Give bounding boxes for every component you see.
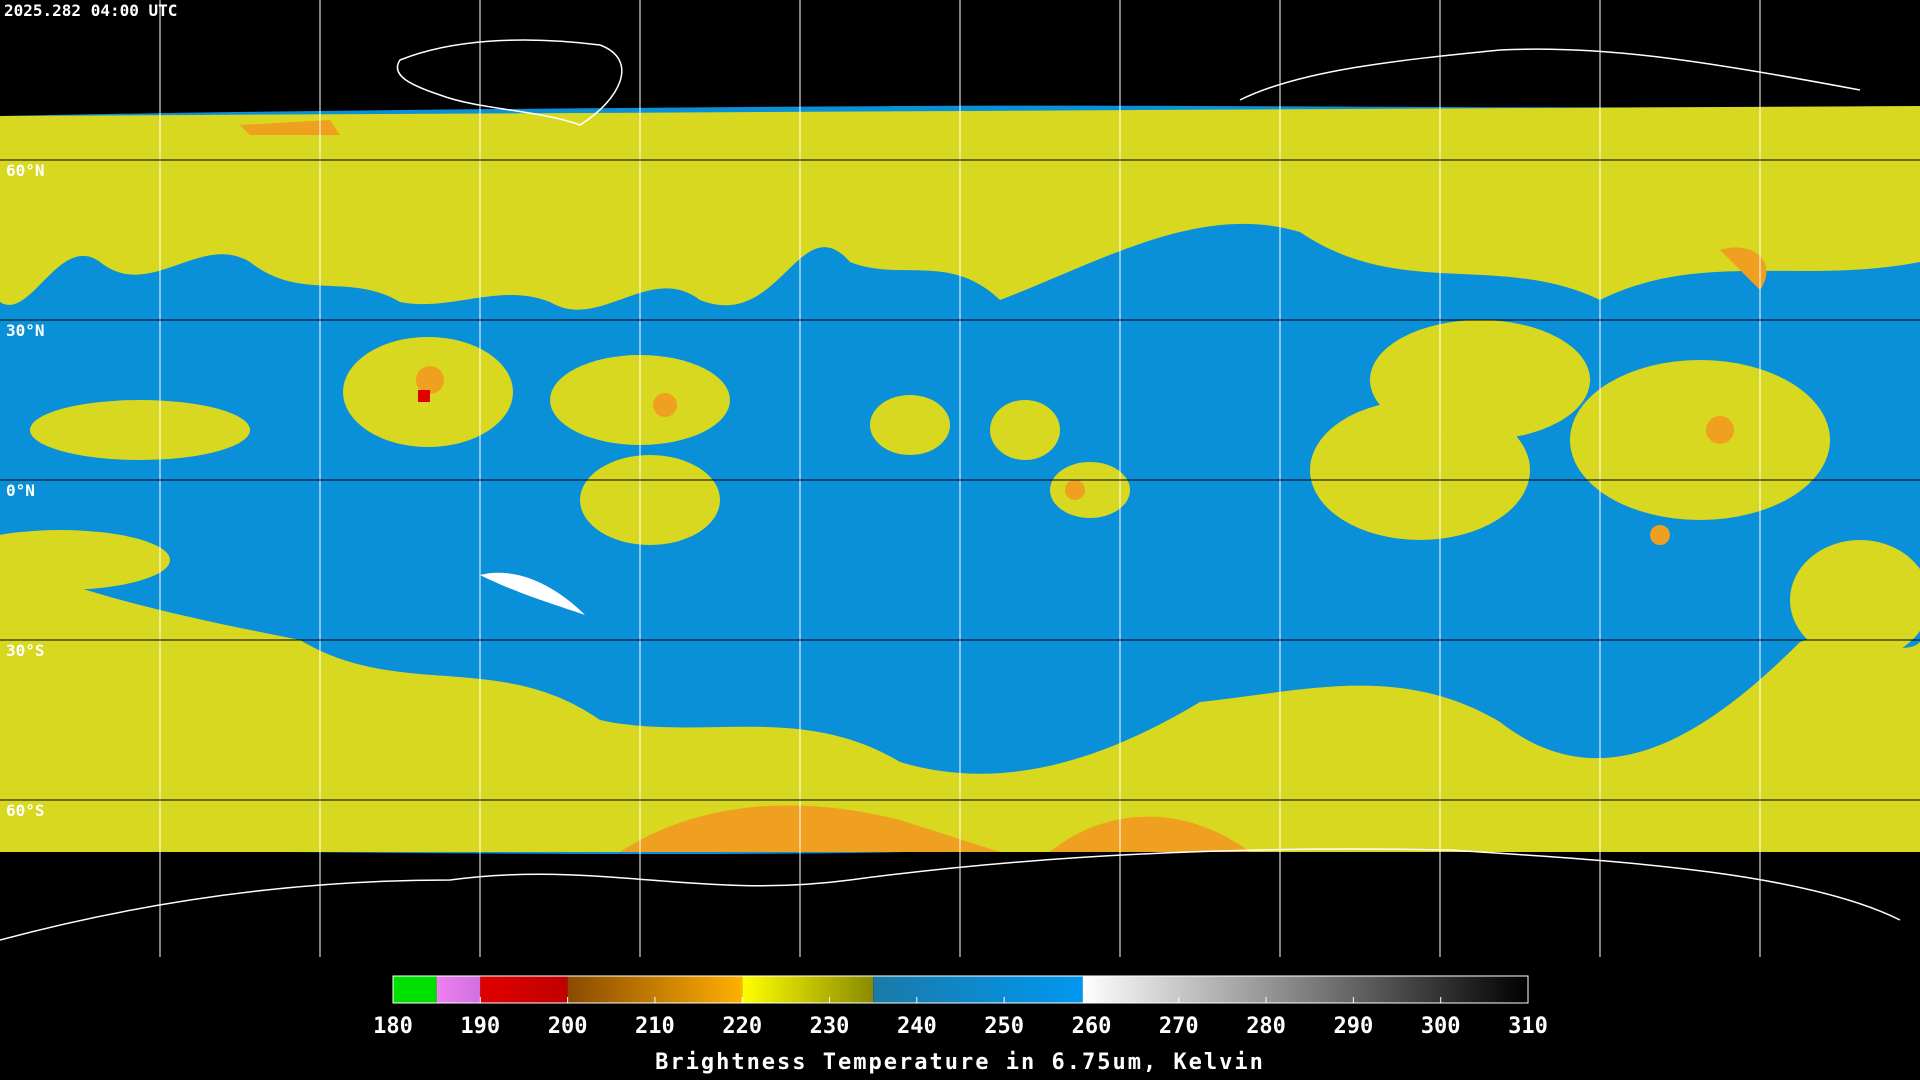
cloud-cluster [1370, 320, 1590, 440]
timestamp: 2025.282 04:00 UTC [4, 1, 177, 20]
arctic-coast [1239, 48, 1861, 101]
cloud-cluster [1050, 462, 1130, 518]
storm-core [416, 366, 444, 394]
colorbar-segment [1082, 976, 1528, 1003]
cloud-cluster [30, 400, 250, 460]
deep-convection [416, 366, 1734, 545]
colorbar-tick-label: 290 [1334, 1014, 1374, 1039]
colorbar-tick-label: 310 [1508, 1014, 1548, 1039]
colorbar-segment [873, 976, 1083, 1003]
colorbar-label: Brightness Temperature in 6.75um, Kelvin [655, 1050, 1265, 1075]
storm-core [653, 393, 677, 417]
warm-dry-spot [480, 572, 585, 615]
colorbar-tick-label: 270 [1159, 1014, 1199, 1039]
colorbar-frame [392, 975, 1529, 1004]
colorbar-tick-label: 190 [460, 1014, 500, 1039]
colorbar-tick-label: 300 [1421, 1014, 1461, 1039]
colorbar-tick-label: 260 [1072, 1014, 1112, 1039]
colorbar-tick-label: 230 [810, 1014, 850, 1039]
cloud-cluster [990, 400, 1060, 460]
cloud-cluster [1570, 360, 1830, 520]
cloud-cluster [580, 455, 720, 545]
latitude-label: 60°N [6, 161, 45, 180]
colorbar-tick-label: 240 [897, 1014, 937, 1039]
latitude-label: 30°S [6, 641, 45, 660]
colorbar-tick-label: 220 [722, 1014, 762, 1039]
greenland [396, 39, 623, 126]
storm-core [1650, 525, 1670, 545]
storm-core [1706, 416, 1734, 444]
colorbar-tick-label: 250 [984, 1014, 1024, 1039]
colorbar-tick-label: 210 [635, 1014, 675, 1039]
antarctica [0, 848, 1901, 941]
cloud-cluster [0, 530, 170, 590]
cold-area-south [620, 805, 1250, 852]
cloud-cluster [1790, 540, 1920, 660]
colorbar-tick-label: 180 [373, 1014, 413, 1039]
cloud-cluster [870, 395, 950, 455]
storm-core [1065, 480, 1085, 500]
latitude-label: 30°N [6, 321, 45, 340]
colorbar: 180 190 200 210 220 230 240 250 260 270 280 290 300 3… [373, 975, 1548, 1039]
storm-core-red [418, 390, 430, 402]
colorbar-segment [480, 976, 568, 1003]
colorbar-tick-label: 280 [1246, 1014, 1286, 1039]
latitude-label: 0°N [6, 481, 35, 500]
colorbar-segment [742, 976, 874, 1003]
latitude-label: 60°S [6, 801, 45, 820]
colorbar-tick-label: 200 [548, 1014, 588, 1039]
graticule: 60°N 30°N 0°N 30°S 60°S [6, 0, 1761, 957]
colorbar-segment [393, 976, 437, 1003]
coastlines [0, 39, 1901, 941]
colorbar-segment [436, 976, 481, 1003]
